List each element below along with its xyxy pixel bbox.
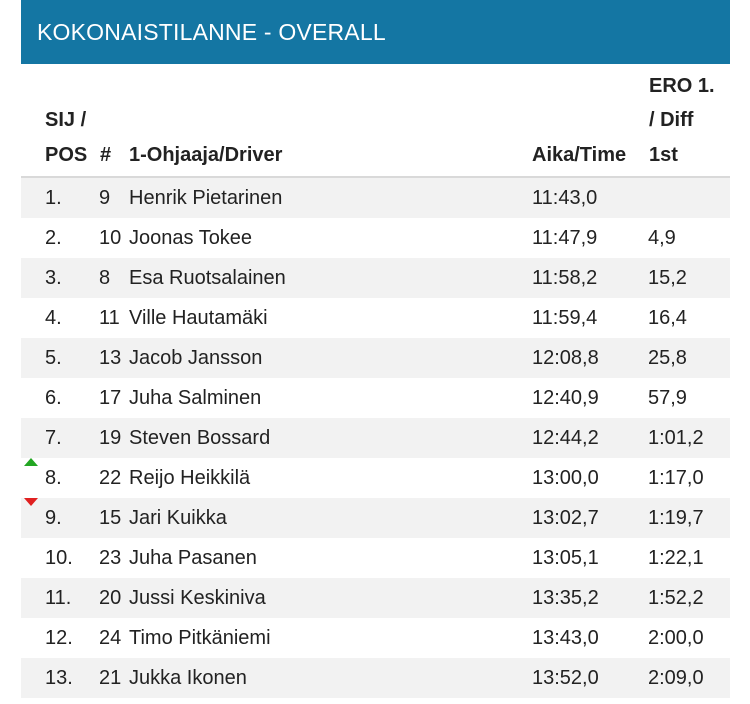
time-cell: 11:43,0	[532, 187, 598, 209]
driver-cell: Jukka Ikonen	[129, 667, 247, 689]
diff-cell: 25,8	[648, 347, 687, 369]
table-row: 12. 24 Timo Pitkäniemi 13:43,0 2:00,0	[21, 618, 730, 658]
table-row: 7. 19 Steven Bossard 12:44,2 1:01,2	[21, 418, 730, 458]
driver-cell: Jari Kuikka	[129, 507, 227, 529]
time-cell: 11:47,9	[532, 227, 598, 249]
header-diff-line2: / Diff	[649, 109, 694, 131]
driver-cell: Reijo Heikkilä	[129, 467, 251, 489]
table-row: 6. 17 Juha Salminen 12:40,9 57,9	[21, 378, 730, 418]
diff-cell: 57,9	[648, 387, 687, 409]
table-row: 5. 13 Jacob Jansson 12:08,8 25,8	[21, 338, 730, 378]
table-row: 11. 20 Jussi Keskiniva 13:35,2 1:52,2	[21, 578, 730, 618]
position-down-icon	[24, 498, 38, 506]
diff-cell: 15,2	[648, 267, 687, 289]
table-row: 3. 8 Esa Ruotsalainen 11:58,2 15,2	[21, 258, 730, 298]
time-cell: 12:08,8	[532, 347, 599, 369]
time-cell: 13:02,7	[532, 507, 599, 529]
time-cell: 13:52,0	[532, 667, 599, 689]
driver-cell: Steven Bossard	[129, 427, 271, 449]
number-cell: 13	[99, 347, 122, 369]
number-cell: 9	[99, 187, 111, 209]
time-cell: 13:05,1	[532, 547, 599, 569]
table-row: 4. 11 Ville Hautamäki 11:59,4 16,4	[21, 298, 730, 338]
table-row: 10. 23 Juha Pasanen 13:05,1 1:22,1	[21, 538, 730, 578]
position-cell: 3.	[45, 267, 62, 289]
number-cell: 11	[99, 307, 120, 329]
position-cell: 11.	[45, 587, 72, 609]
page-title: KOKONAISTILANNE - OVERALL	[21, 0, 730, 64]
header-time: Aika/Time	[532, 144, 627, 166]
position-cell: 13.	[45, 667, 73, 689]
table-row: 2. 10 Joonas Tokee 11:47,9 4,9	[21, 218, 730, 258]
number-cell: 20	[99, 587, 122, 609]
time-cell: 11:59,4	[532, 307, 598, 329]
time-cell: 13:43,0	[532, 627, 599, 649]
position-cell: 9.	[45, 507, 62, 529]
table-row: 9. 15 Jari Kuikka 13:02,7 1:19,7	[21, 498, 730, 538]
position-cell: 1.	[45, 187, 62, 209]
time-cell: 12:40,9	[532, 387, 599, 409]
header-diff-line3: 1st	[649, 144, 678, 166]
position-cell: 2.	[45, 227, 62, 249]
driver-cell: Ville Hautamäki	[129, 307, 268, 329]
driver-cell: Juha Salminen	[129, 387, 262, 409]
driver-cell: Esa Ruotsalainen	[129, 267, 286, 289]
table-header: SIJ / POS # 1-Ohjaaja/Driver Aika/Time E…	[21, 64, 730, 178]
driver-cell: Timo Pitkäniemi	[129, 627, 271, 649]
diff-cell: 1:52,2	[648, 587, 704, 609]
driver-cell: Juha Pasanen	[129, 547, 257, 569]
position-cell: 4.	[45, 307, 62, 329]
diff-cell: 1:19,7	[648, 507, 704, 529]
driver-cell: Jussi Keskiniva	[129, 587, 266, 609]
driver-cell: Henrik Pietarinen	[129, 187, 283, 209]
number-cell: 22	[99, 467, 122, 489]
header-position-line1: SIJ /	[45, 109, 87, 131]
diff-cell: 1:22,1	[648, 547, 704, 569]
position-up-icon	[24, 458, 38, 466]
diff-cell: 1:17,0	[648, 467, 704, 489]
driver-cell: Jacob Jansson	[129, 347, 263, 369]
position-cell: 5.	[45, 347, 62, 369]
number-cell: 10	[99, 227, 122, 249]
table-row: 13. 21 Jukka Ikonen 13:52,0 2:09,0	[21, 658, 730, 698]
number-cell: 23	[99, 547, 122, 569]
number-cell: 15	[99, 507, 122, 529]
driver-cell: Joonas Tokee	[129, 227, 253, 249]
number-cell: 21	[99, 667, 122, 689]
diff-cell: 2:00,0	[648, 627, 704, 649]
header-driver: 1-Ohjaaja/Driver	[129, 144, 283, 166]
table-row: 1. 9 Henrik Pietarinen 11:43,0	[21, 178, 730, 218]
table-body: 1. 9 Henrik Pietarinen 11:43,0 2. 10 Joonas To…	[21, 178, 730, 698]
time-cell: 11:58,2	[532, 267, 598, 289]
time-cell: 12:44,2	[532, 427, 599, 449]
time-cell: 13:00,0	[532, 467, 599, 489]
position-cell: 7.	[45, 427, 62, 449]
diff-cell: 1:01,2	[648, 427, 704, 449]
number-cell: 19	[99, 427, 122, 449]
position-cell: 6.	[45, 387, 62, 409]
diff-cell: 4,9	[648, 227, 676, 249]
time-cell: 13:35,2	[532, 587, 599, 609]
position-cell: 8.	[45, 467, 62, 489]
number-cell: 24	[99, 627, 122, 649]
header-position-line2: POS	[45, 144, 88, 166]
position-cell: 12.	[45, 627, 73, 649]
results-table: SIJ / POS # 1-Ohjaaja/Driver Aika/Time E…	[21, 64, 730, 698]
table-row: 8. 22 Reijo Heikkilä 13:00,0 1:17,0	[21, 458, 730, 498]
number-cell: 8	[99, 267, 111, 289]
header-number: #	[100, 144, 112, 166]
diff-cell: 2:09,0	[648, 667, 704, 689]
diff-cell: 16,4	[648, 307, 687, 329]
header-diff-line1: ERO 1.	[649, 75, 715, 97]
position-cell: 10.	[45, 547, 73, 569]
number-cell: 17	[99, 387, 122, 409]
